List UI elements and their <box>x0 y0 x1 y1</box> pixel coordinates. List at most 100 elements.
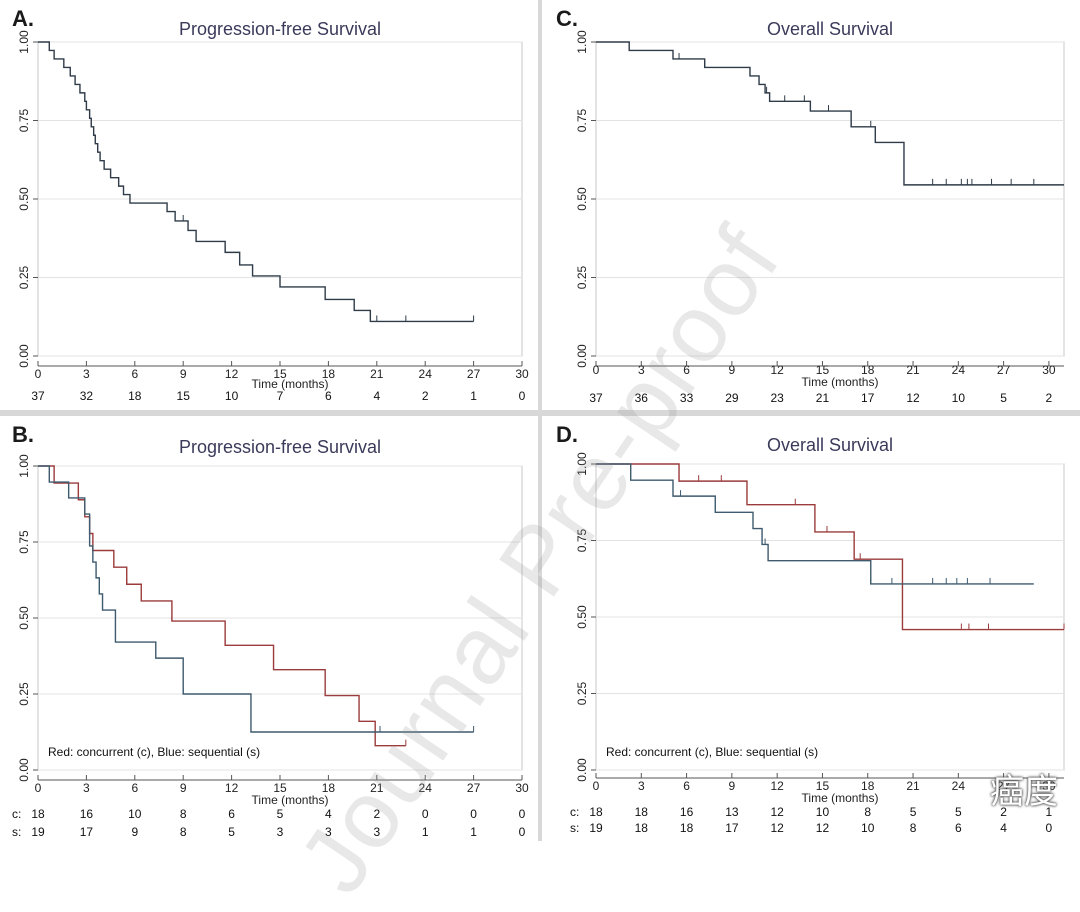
risk-count: 33 <box>680 391 694 405</box>
x-tick-label: 18 <box>322 781 336 795</box>
risk-count: 4 <box>325 807 332 821</box>
risk-count: 13 <box>725 805 739 819</box>
y-tick-label: 0.75 <box>575 528 589 552</box>
risk-count: 4 <box>1000 821 1007 835</box>
chart-title: Overall Survival <box>767 435 893 455</box>
panel-c: C. 0.00 0.25 0.50 0.75 1.00 0 3 6 9 12 15 18 21 24 27 3… <box>542 0 1080 410</box>
x-tick-label: 15 <box>273 367 287 381</box>
survival-curve-overall <box>38 41 474 323</box>
risk-count: 4 <box>373 389 380 403</box>
risk-count: 7 <box>277 389 284 403</box>
chart-title: Progression-free Survival <box>179 19 381 39</box>
risk-count: 5 <box>277 807 284 821</box>
x-tick-label: 18 <box>861 363 875 377</box>
x-tick-label: 30 <box>1042 363 1056 377</box>
panel-divider-vertical <box>538 0 542 841</box>
panel-a: A. 0.00 0.25 0.50 0.75 1.00 0 3 6 9 12 15 18 21 24 27 3… <box>0 0 538 410</box>
risk-count: 5 <box>228 825 235 839</box>
y-tick-label: 0.00 <box>575 758 589 782</box>
risk-count: 0 <box>519 807 526 821</box>
risk-count: 36 <box>635 391 649 405</box>
risk-count: 17 <box>725 821 739 835</box>
x-axis-label: Time (months) <box>252 377 329 391</box>
risk-count: 5 <box>955 805 962 819</box>
risk-count: 17 <box>861 391 875 405</box>
risk-count: 10 <box>816 805 830 819</box>
risk-count: 15 <box>177 389 191 403</box>
risk-row-label: c: <box>12 807 21 821</box>
risk-count: 1 <box>422 825 429 839</box>
y-tick-label: 0.00 <box>17 344 31 368</box>
chart-title: Overall Survival <box>767 19 893 39</box>
risk-row-label: s: <box>12 825 21 839</box>
risk-count: 12 <box>816 821 830 835</box>
risk-count: 18 <box>128 389 142 403</box>
x-tick-label: 24 <box>419 781 433 795</box>
x-tick-label: 12 <box>225 367 239 381</box>
risk-count: 18 <box>635 805 649 819</box>
risk-count: 6 <box>228 807 235 821</box>
risk-count: 12 <box>770 805 784 819</box>
panel-divider-horizontal <box>0 410 1080 416</box>
x-tick-label: 12 <box>770 363 784 377</box>
risk-count: 2 <box>1046 391 1053 405</box>
risk-count: 1 <box>1046 805 1053 819</box>
x-tick-label: 12 <box>225 781 239 795</box>
panel-letter: B. <box>12 422 34 447</box>
x-tick-label: 15 <box>273 781 287 795</box>
legend-annotation: Red: concurrent (c), Blue: sequential (s… <box>606 745 818 759</box>
x-tick-label: 21 <box>906 363 920 377</box>
risk-row-label: c: <box>570 805 579 819</box>
chart-title: Progression-free Survival <box>179 437 381 457</box>
panel-d: D. 0.00 0.25 0.50 0.75 1.00 0 3 6 9 12 15 18 21 24 27 3… <box>542 416 1080 841</box>
x-tick-label: 9 <box>180 781 187 795</box>
risk-count: 3 <box>325 825 332 839</box>
x-tick-label: 3 <box>83 367 90 381</box>
y-tick-label: 1.00 <box>575 30 589 54</box>
y-tick-label: 1.00 <box>575 452 589 476</box>
risk-count: 16 <box>680 805 694 819</box>
risk-count: 29 <box>725 391 739 405</box>
y-tick-label: 0.00 <box>17 758 31 782</box>
y-tick-label: 1.00 <box>17 30 31 54</box>
y-tick-label: 1.00 <box>17 454 31 478</box>
risk-count: 10 <box>952 391 966 405</box>
risk-count: 5 <box>910 805 917 819</box>
risk-count: 21 <box>816 391 830 405</box>
risk-count: 18 <box>680 821 694 835</box>
x-tick-label: 30 <box>1042 779 1056 793</box>
km-chart-c: 0.000.250.500.751.000 3 6 9 12 15 18 21 24 27 30Ti… <box>575 19 1065 405</box>
x-tick-label: 18 <box>322 367 336 381</box>
risk-count: 37 <box>31 389 45 403</box>
y-tick-label: 0.75 <box>17 108 31 132</box>
y-tick-label: 0.75 <box>17 530 31 554</box>
risk-count: 8 <box>180 825 187 839</box>
x-tick-label: 6 <box>131 781 138 795</box>
risk-count: 18 <box>31 807 45 821</box>
x-tick-label: 30 <box>515 367 529 381</box>
risk-count: 6 <box>955 821 962 835</box>
y-tick-label: 0.75 <box>575 108 589 132</box>
risk-count: 6 <box>325 389 332 403</box>
x-tick-label: 6 <box>683 779 690 793</box>
risk-count: 2 <box>373 807 380 821</box>
y-tick-label: 0.25 <box>575 265 589 289</box>
x-axis-label: Time (months) <box>802 791 879 805</box>
x-tick-label: 0 <box>593 779 600 793</box>
y-tick-label: 0.00 <box>575 344 589 368</box>
risk-count: 32 <box>80 389 94 403</box>
x-tick-label: 0 <box>35 367 42 381</box>
x-tick-label: 9 <box>180 367 187 381</box>
x-tick-label: 21 <box>370 367 384 381</box>
x-tick-label: 27 <box>997 363 1011 377</box>
risk-count: 0 <box>470 807 477 821</box>
y-tick-label: 0.50 <box>17 187 31 211</box>
risk-count: 3 <box>277 825 284 839</box>
x-tick-label: 27 <box>997 779 1011 793</box>
risk-count: 23 <box>770 391 784 405</box>
risk-count: 5 <box>1000 391 1007 405</box>
y-tick-label: 0.50 <box>575 187 589 211</box>
corner-logo: 癌度 <box>990 772 1058 812</box>
x-tick-label: 27 <box>467 781 481 795</box>
risk-count: 2 <box>1000 805 1007 819</box>
